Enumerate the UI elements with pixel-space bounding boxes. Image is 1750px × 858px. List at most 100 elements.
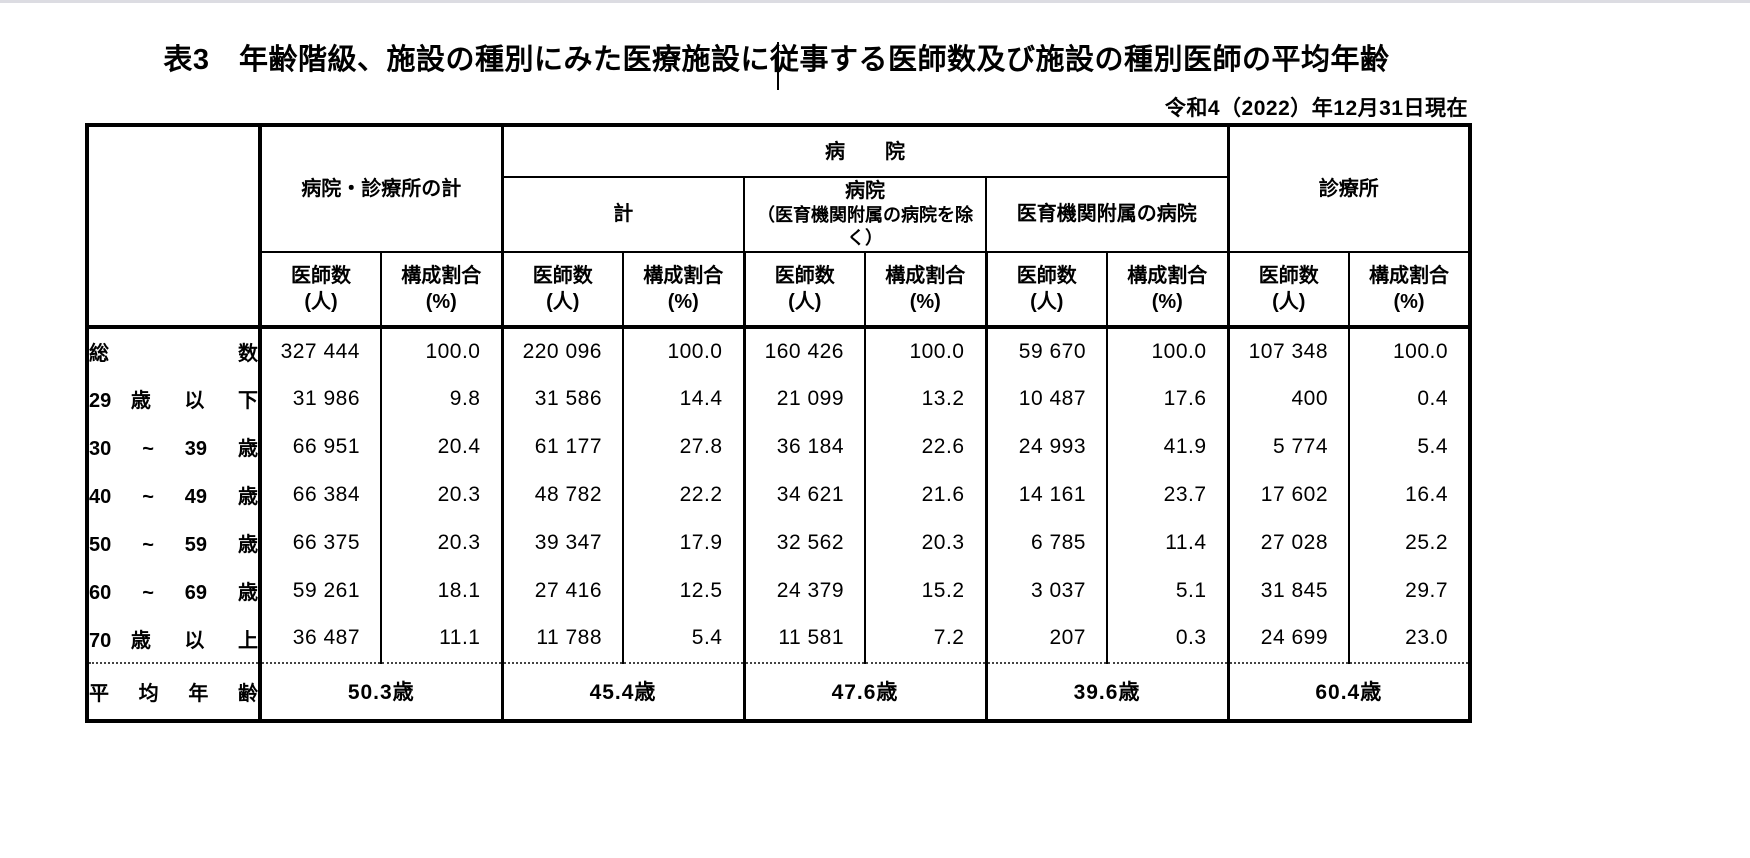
average-age-cell: 39.6歳 <box>984 661 1229 721</box>
share-percent-cell: 12.5 <box>622 566 744 615</box>
share-percent-cell: 23.0 <box>1348 614 1471 663</box>
share-percent-cell: 0.3 <box>1105 614 1229 663</box>
share-percent-cell: 22.6 <box>864 422 986 471</box>
doctor-count-cell: 39 347 <box>500 518 623 567</box>
subgroup-header-hospital-excl: 病院 （医育機関附属の病院を除く） <box>743 177 986 253</box>
doctor-count-cell: 10 487 <box>984 374 1107 423</box>
share-percent-cell: 22.2 <box>622 470 744 519</box>
row-label: 30 ~ 39 歳 <box>89 438 258 461</box>
doctor-count-cell: 32 562 <box>742 518 865 567</box>
share-percent-cell: 11.4 <box>1105 518 1229 567</box>
doctor-count-cell: 5 774 <box>1226 422 1350 471</box>
share-percent-cell: 20.3 <box>380 470 502 519</box>
text-cursor <box>777 42 779 90</box>
subgroup-label-line2: （医育機関附属の病院を除く） <box>757 205 973 249</box>
doctor-count-cell: 59 670 <box>984 326 1107 375</box>
doctor-count-cell: 48 782 <box>500 470 623 519</box>
doctor-count-cell: 21 099 <box>742 374 865 423</box>
unit-header-share: 構成割合 (%) <box>622 251 744 329</box>
share-percent-cell: 16.4 <box>1348 470 1471 519</box>
table-row: 50 ~ 59 歳 66 375 20.3 39 347 17.9 32 562 20.3 6… <box>87 518 1471 567</box>
doctor-count-cell: 34 621 <box>742 470 865 519</box>
unit-header-doctors: 医師数 (人) <box>500 251 623 329</box>
doctors-by-age-table: 病院・診療所の計 病 院 診療所 計 病院 （医育機関附属の病院を除く） 医育機… <box>85 123 1473 723</box>
unit-header-doctors: 医師数 (人) <box>742 251 865 329</box>
as-of-date: 令和4（2022）年12月31日現在 <box>1164 97 1468 120</box>
share-percent-cell: 17.9 <box>622 518 744 567</box>
share-percent-cell: 5.4 <box>622 614 744 663</box>
group-header-hospital-clinic-total: 病院・診療所の計 <box>258 125 502 253</box>
doctor-count-cell: 66 951 <box>258 422 381 471</box>
unit-header-doctors: 医師数 (人) <box>984 251 1107 329</box>
doctor-count-cell: 36 184 <box>742 422 865 471</box>
share-percent-cell: 100.0 <box>380 326 502 375</box>
doctor-count-cell: 17 602 <box>1226 470 1350 519</box>
doctor-count-cell: 327 444 <box>258 326 381 375</box>
doctor-count-cell: 24 379 <box>742 566 865 615</box>
average-age-cell: 47.6歳 <box>742 661 986 721</box>
corner-cell <box>87 125 260 329</box>
doctor-count-cell: 66 375 <box>258 518 381 567</box>
unit-header-share: 構成割合 (%) <box>1348 251 1471 329</box>
doctor-count-cell: 31 586 <box>500 374 623 423</box>
doctor-count-cell: 31 845 <box>1226 566 1350 615</box>
doctor-count-cell: 3 037 <box>984 566 1107 615</box>
share-percent-cell: 20.3 <box>380 518 502 567</box>
doctor-count-cell: 27 416 <box>500 566 623 615</box>
average-age-row: 平 均 年 齢 50.3歳 45.4歳 47.6歳 39.6歳 60.4歳 <box>87 661 1471 721</box>
row-label: 50 ~ 59 歳 <box>89 534 258 557</box>
share-percent-cell: 29.7 <box>1348 566 1471 615</box>
row-label-average-age: 平 均 年 齢 <box>87 661 260 721</box>
doctor-count-cell: 160 426 <box>742 326 865 375</box>
table-row: 70 歳 以 上 36 487 11.1 11 788 5.4 11 581 7.2 207 0… <box>87 614 1471 663</box>
unit-header-doctors: 医師数 (人) <box>1226 251 1350 329</box>
average-age-cell: 45.4歳 <box>500 661 744 721</box>
subgroup-label-line1: 病院 <box>845 180 885 202</box>
row-label: 40 ~ 49 歳 <box>89 486 258 509</box>
table-row: 40 ~ 49 歳 66 384 20.3 48 782 22.2 34 621 21.6 1… <box>87 470 1471 519</box>
share-percent-cell: 7.2 <box>864 614 986 663</box>
window-top-edge <box>0 0 1750 3</box>
subgroup-label: 計 <box>613 203 634 226</box>
share-percent-cell: 18.1 <box>380 566 502 615</box>
share-percent-cell: 20.3 <box>864 518 986 567</box>
doctor-count-cell: 6 785 <box>984 518 1107 567</box>
share-percent-cell: 100.0 <box>1105 326 1229 375</box>
table-row: 60 ~ 69 歳 59 261 18.1 27 416 12.5 24 379 15.2 3… <box>87 566 1471 615</box>
row-label: 総 数 <box>89 343 258 366</box>
share-percent-cell: 13.2 <box>864 374 986 423</box>
table-row: 29 歳 以 下 31 986 9.8 31 586 14.4 21 099 13.2 10 … <box>87 374 1471 423</box>
group-header-hospital: 病 院 <box>500 125 1229 178</box>
doctor-count-cell: 66 384 <box>258 470 381 519</box>
share-percent-cell: 14.4 <box>622 374 744 423</box>
average-age-cell: 50.3歳 <box>258 661 502 721</box>
table-title: 表3 年齢階級、施設の種別にみた医療施設に従事する医師数及び施設の種別医師の平均… <box>163 44 1390 76</box>
doctor-count-cell: 11 788 <box>500 614 623 663</box>
doctor-count-cell: 24 699 <box>1226 614 1350 663</box>
table-row: 30 ~ 39 歳 66 951 20.4 61 177 27.8 36 184 22.6 2… <box>87 422 1471 471</box>
share-percent-cell: 25.2 <box>1348 518 1471 567</box>
doctor-count-cell: 14 161 <box>984 470 1107 519</box>
average-age-cell: 60.4歳 <box>1226 661 1471 721</box>
unit-header-doctors: 医師数 (人) <box>258 251 381 329</box>
doctor-count-cell: 27 028 <box>1226 518 1350 567</box>
share-percent-cell: 9.8 <box>380 374 502 423</box>
doctor-count-cell: 36 487 <box>258 614 381 663</box>
share-percent-cell: 27.8 <box>622 422 744 471</box>
share-percent-cell: 21.6 <box>864 470 986 519</box>
doctor-count-cell: 24 993 <box>984 422 1107 471</box>
doctor-count-cell: 207 <box>984 614 1107 663</box>
doctor-count-cell: 107 348 <box>1226 326 1350 375</box>
unit-header-share: 構成割合 (%) <box>1105 251 1229 329</box>
doctor-count-cell: 59 261 <box>258 566 381 615</box>
row-label: 60 ~ 69 歳 <box>89 582 258 605</box>
share-percent-cell: 5.4 <box>1348 422 1471 471</box>
share-percent-cell: 11.1 <box>380 614 502 663</box>
share-percent-cell: 0.4 <box>1348 374 1471 423</box>
doctor-count-cell: 400 <box>1226 374 1350 423</box>
doctor-count-cell: 61 177 <box>500 422 623 471</box>
share-percent-cell: 17.6 <box>1105 374 1229 423</box>
table-body: 総 数 327 444 100.0 220 096 100.0 160 426 100.0 5… <box>87 326 1471 663</box>
share-percent-cell: 100.0 <box>1348 326 1471 375</box>
row-label: 70 歳 以 上 <box>89 629 258 652</box>
